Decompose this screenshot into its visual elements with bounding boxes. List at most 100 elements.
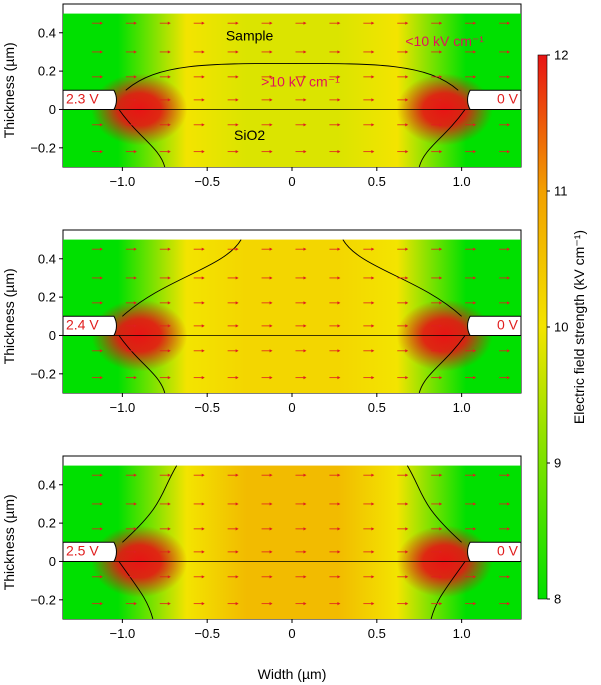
field-arrow-head <box>337 123 341 127</box>
field-arrow-head <box>167 276 171 280</box>
field-arrow-head <box>99 602 103 606</box>
field-arrow-head <box>269 247 273 251</box>
field-arrow-head <box>371 301 375 305</box>
field-arrow-head <box>337 473 341 477</box>
field-arrow-head <box>201 98 205 102</box>
field-arrow-head <box>337 527 341 531</box>
field-arrow-head <box>235 98 239 102</box>
field-arrow-head <box>133 324 137 328</box>
field-arrow-head <box>371 247 375 251</box>
field-arrow-head <box>337 376 341 380</box>
field-arrow-head <box>473 349 477 353</box>
field-arrow-head <box>507 123 511 127</box>
x-tick-label: 0.5 <box>368 626 386 641</box>
x-tick-label: −1.0 <box>110 174 136 189</box>
field-arrow-head <box>201 575 205 579</box>
field-arrow-head <box>99 123 103 127</box>
field-arrow-head <box>99 376 103 380</box>
right-voltage-label: 0 V <box>497 316 519 332</box>
colorbar-tick-label: 9 <box>554 456 561 471</box>
field-arrow-head <box>303 150 307 154</box>
field-arrow-head <box>201 527 205 531</box>
x-tick-label: 0 <box>288 400 295 415</box>
left-voltage-label: 2.3 V <box>66 90 99 106</box>
field-arrow-head <box>99 50 103 54</box>
annotation-above-10kv: >10 kV cm⁻¹ <box>261 73 340 89</box>
field-arrow-head <box>269 50 273 54</box>
field-arrow-head <box>439 150 443 154</box>
y-tick-label: −0.2 <box>30 140 56 155</box>
field-arrow-head <box>235 376 239 380</box>
field-arrow-head <box>99 75 103 79</box>
field-arrow-head <box>167 123 171 127</box>
field-arrow-head <box>235 349 239 353</box>
field-arrow-head <box>507 502 511 506</box>
x-tick-label: 0 <box>288 174 295 189</box>
contour-10kv <box>118 239 466 394</box>
field-arrow-head <box>133 376 137 380</box>
field-arrow-head <box>507 349 511 353</box>
field-arrow-head <box>201 276 205 280</box>
field-arrow-head <box>439 376 443 380</box>
field-arrow-head <box>235 575 239 579</box>
field-arrow-head <box>337 75 341 79</box>
field-arrow-head <box>439 75 443 79</box>
field-arrow-head <box>303 123 307 127</box>
field-arrow-head <box>439 550 443 554</box>
field-arrow-head <box>201 376 205 380</box>
y-axis-label: Thickness (µm) <box>1 494 17 590</box>
field-arrow-head <box>371 376 375 380</box>
field-arrow-head <box>235 324 239 328</box>
field-arrow-head <box>303 21 307 25</box>
field-arrow-head <box>405 602 409 606</box>
field-arrow-head <box>405 98 409 102</box>
field-arrow-head <box>133 550 137 554</box>
field-arrow-head <box>167 247 171 251</box>
field-arrow-head <box>473 473 477 477</box>
x-tick-label: 0 <box>288 626 295 641</box>
x-tick-label: 0.5 <box>368 400 386 415</box>
colorbar-label: Electric field strength (kV cm⁻¹) <box>571 230 587 424</box>
field-arrow-head <box>167 349 171 353</box>
field-arrow-head <box>269 21 273 25</box>
field-arrow-head <box>303 349 307 353</box>
field-arrow-head <box>167 527 171 531</box>
field-arrow-head <box>337 98 341 102</box>
field-arrow-head <box>405 473 409 477</box>
field-arrow-head <box>337 324 341 328</box>
field-arrow-head <box>371 602 375 606</box>
field-arrow-head <box>473 575 477 579</box>
field-arrow-head <box>405 21 409 25</box>
field-arrow-head <box>405 50 409 54</box>
field-arrow-head <box>439 527 443 531</box>
panel-2: 2.4 V 0 V −0.2 0 0.2 0.4 −1.0 −0.5 0 0.5 1.0 Thickn… <box>1 229 522 415</box>
field-arrow-head <box>167 550 171 554</box>
field-arrow-head <box>269 349 273 353</box>
field-arrow-head <box>405 301 409 305</box>
field-arrow-head <box>303 50 307 54</box>
y-tick-label: 0.2 <box>38 64 56 79</box>
field-arrow-head <box>507 473 511 477</box>
field-arrow-head <box>133 502 137 506</box>
field-arrow-head <box>371 21 375 25</box>
left-voltage-label: 2.5 V <box>66 542 99 558</box>
field-arrow-head <box>371 324 375 328</box>
field-arrow-head <box>269 527 273 531</box>
field-arrow-head <box>405 349 409 353</box>
sample-label: Sample <box>226 27 274 43</box>
field-arrow-head <box>167 301 171 305</box>
field-arrow-head <box>303 75 307 79</box>
field-arrow-head <box>269 123 273 127</box>
field-arrow-head <box>201 301 205 305</box>
field-arrow-head <box>303 502 307 506</box>
field-arrow-head <box>371 123 375 127</box>
field-arrow-head <box>235 550 239 554</box>
field-arrow-head <box>133 50 137 54</box>
field-arrow-head <box>473 276 477 280</box>
colorbar-tick-label: 12 <box>554 48 568 63</box>
field-arrow-head <box>473 502 477 506</box>
field-arrow-head <box>439 21 443 25</box>
colorbar: 8 9 10 11 12 Electric field strength (kV cm⁻¹… <box>537 48 587 607</box>
panel-1: 2.3 V 0 V Sample SiO2 <10 kV cm⁻¹ >10 kV cm⁻¹… <box>1 3 522 189</box>
field-arrow-head <box>99 502 103 506</box>
